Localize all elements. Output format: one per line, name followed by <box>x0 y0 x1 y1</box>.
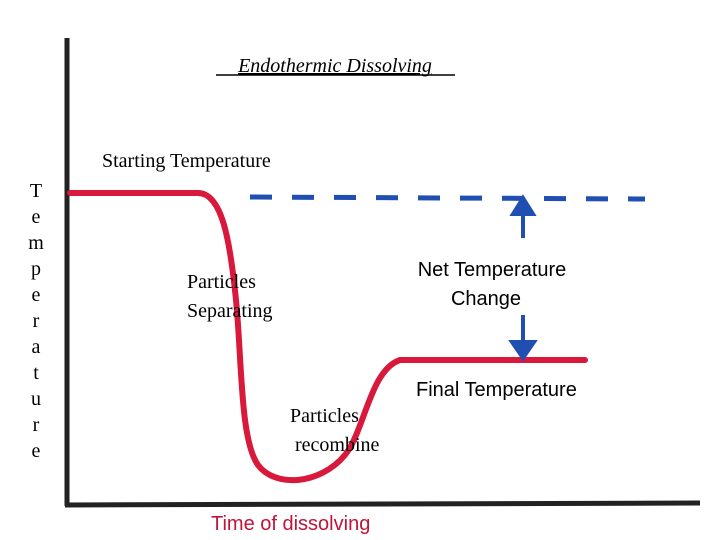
final-label: Final Temperature <box>416 379 577 401</box>
starting-temperature-line <box>249 194 646 202</box>
starting-label: Starting Temperature <box>102 150 271 172</box>
temperature-curve <box>67 190 588 484</box>
y-axis-label: Temperature <box>25 180 47 466</box>
net-change-arrows <box>508 194 538 362</box>
recombine-label: recombine <box>295 434 380 456</box>
recombine-label: Particles <box>290 405 359 427</box>
x-axis <box>64 500 701 508</box>
title: Endothermic Dissolving <box>237 55 432 77</box>
separating-label: Particles <box>187 271 256 293</box>
separating-label: Separating <box>187 300 273 322</box>
net-change-label: Net Temperature <box>418 259 567 281</box>
net-change-label: Change <box>451 288 521 310</box>
x-axis-label: Time of dissolving <box>211 513 370 535</box>
